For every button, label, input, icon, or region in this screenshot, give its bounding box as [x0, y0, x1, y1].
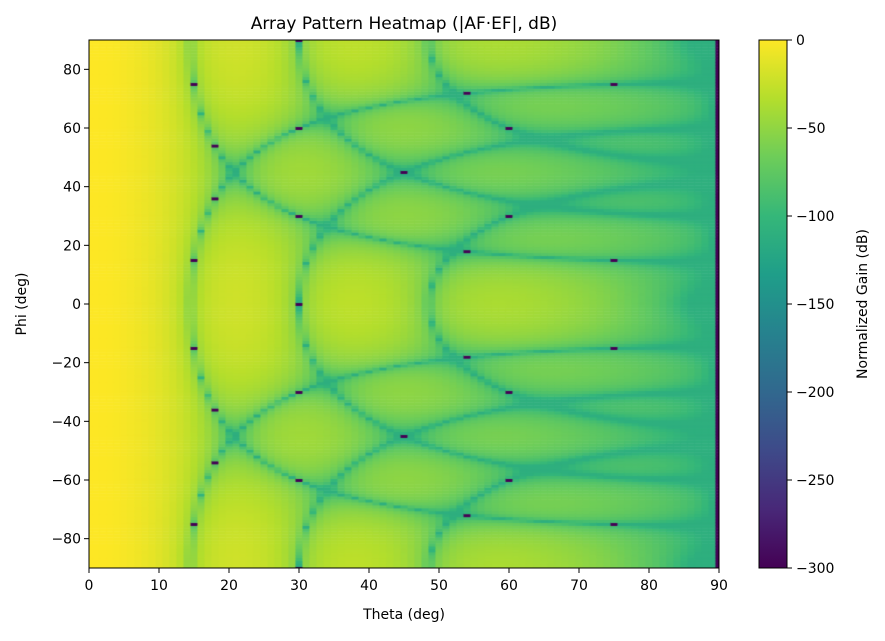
- colorbar-tick-label: −200: [796, 385, 834, 401]
- y-tick-label: −40: [51, 414, 81, 430]
- x-tick-label: 60: [500, 578, 518, 594]
- y-tick-label: 60: [63, 121, 81, 137]
- x-tick-label: 0: [85, 578, 94, 594]
- colorbar-label: Normalized Gain (dB): [855, 229, 871, 379]
- x-tick-label: 20: [220, 578, 238, 594]
- colorbar-tick-label: 0: [796, 33, 805, 49]
- x-axis-label: Theta (deg): [362, 607, 445, 623]
- x-tick-label: 10: [150, 578, 168, 594]
- colorbar-tick-label: −150: [796, 297, 834, 313]
- heatmap-cells: [89, 40, 719, 568]
- colorbar-tick-label: −50: [796, 121, 826, 137]
- x-tick-label: 70: [570, 578, 588, 594]
- y-tick-label: −20: [51, 356, 81, 372]
- x-axis: 0 10 20 30 40 50 60 70 80 90: [85, 568, 728, 594]
- colorbar: [758, 39, 788, 569]
- colorbar-tick-label: −100: [796, 209, 834, 225]
- colorbar-axis: 0 −50 −100 −150 −200 −250 −300: [787, 33, 834, 577]
- x-tick-label: 30: [290, 578, 308, 594]
- y-tick-label: −60: [51, 473, 81, 489]
- y-axis-label: Phi (deg): [14, 273, 30, 336]
- y-tick-label: −80: [51, 532, 81, 548]
- y-tick-label: 40: [63, 180, 81, 196]
- colorbar-tick-label: −250: [796, 473, 834, 489]
- y-axis: −80 −60 −40 −20 0 20 40 60 80: [51, 62, 89, 548]
- x-tick-label: 80: [640, 578, 658, 594]
- x-tick-label: 50: [430, 578, 448, 594]
- x-tick-label: 90: [710, 578, 728, 594]
- y-tick-label: 0: [72, 297, 81, 313]
- x-tick-label: 40: [360, 578, 378, 594]
- colorbar-tick-label: −300: [796, 561, 834, 577]
- heatmap-area: [89, 40, 719, 568]
- y-tick-label: 20: [63, 238, 81, 254]
- y-tick-label: 80: [63, 62, 81, 78]
- chart-title: Array Pattern Heatmap (|AF·EF|, dB): [251, 14, 558, 34]
